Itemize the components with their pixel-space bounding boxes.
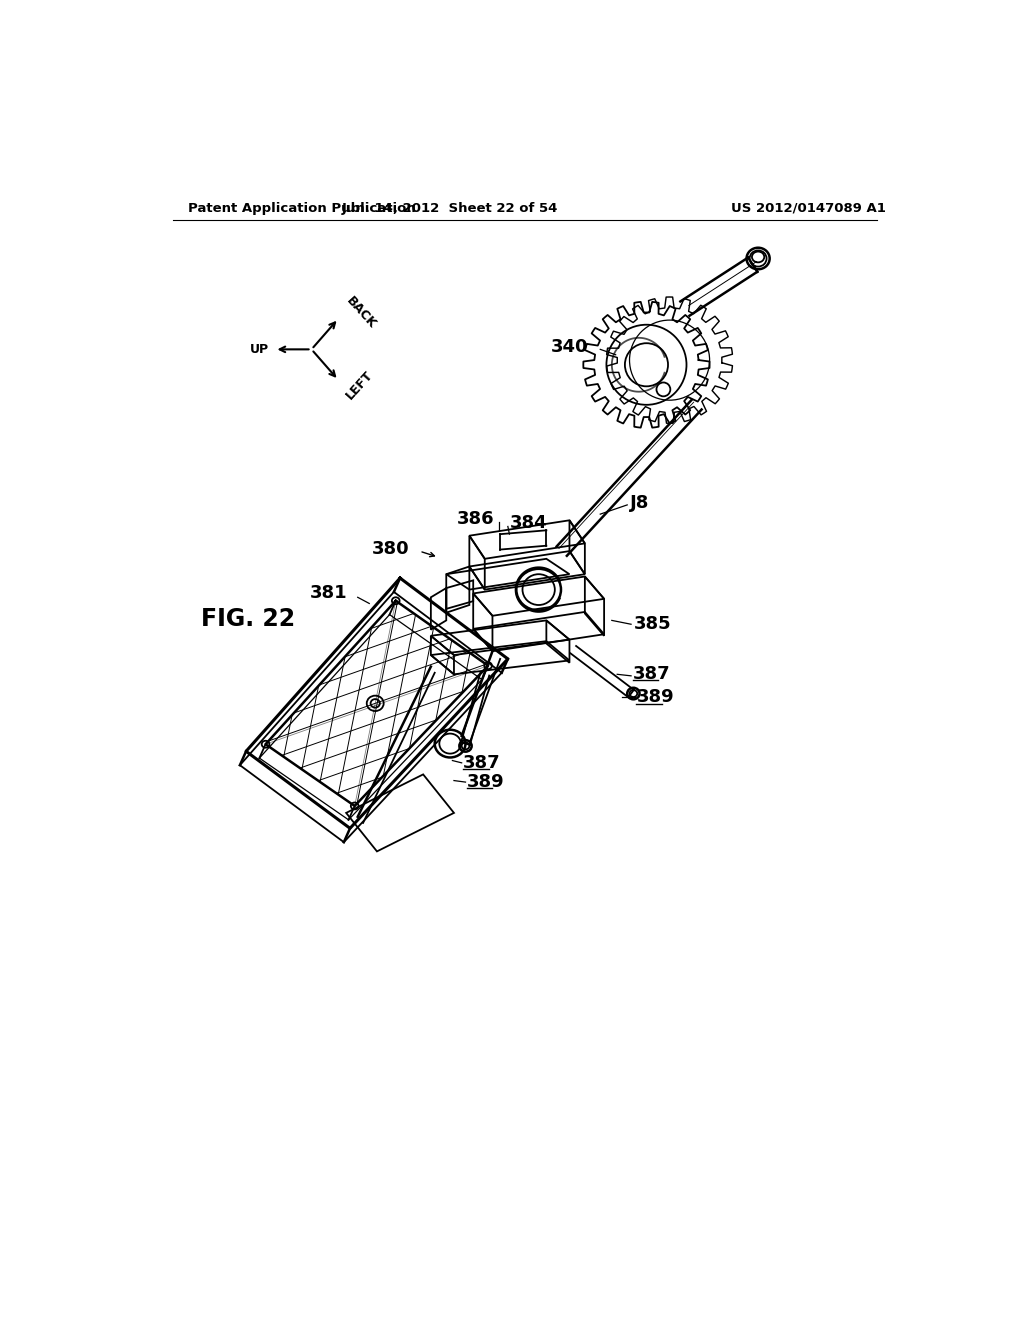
Text: 389: 389	[467, 774, 505, 791]
Text: J8: J8	[630, 494, 649, 512]
Text: Jun. 14, 2012  Sheet 22 of 54: Jun. 14, 2012 Sheet 22 of 54	[342, 202, 558, 215]
Text: 389: 389	[637, 689, 674, 706]
Text: US 2012/0147089 A1: US 2012/0147089 A1	[731, 202, 886, 215]
Text: 385: 385	[634, 615, 671, 634]
Text: LEFT: LEFT	[344, 368, 376, 403]
Text: 387: 387	[463, 754, 501, 772]
Text: 381: 381	[310, 585, 348, 602]
Text: 387: 387	[633, 665, 671, 684]
Text: Patent Application Publication: Patent Application Publication	[188, 202, 416, 215]
Text: FIG. 22: FIG. 22	[201, 607, 295, 631]
Text: 340: 340	[551, 338, 589, 356]
Text: 384: 384	[509, 515, 547, 532]
Text: BACK: BACK	[344, 294, 379, 331]
Text: 386: 386	[457, 510, 494, 528]
Text: UP: UP	[250, 343, 269, 356]
Text: 380: 380	[372, 540, 410, 558]
